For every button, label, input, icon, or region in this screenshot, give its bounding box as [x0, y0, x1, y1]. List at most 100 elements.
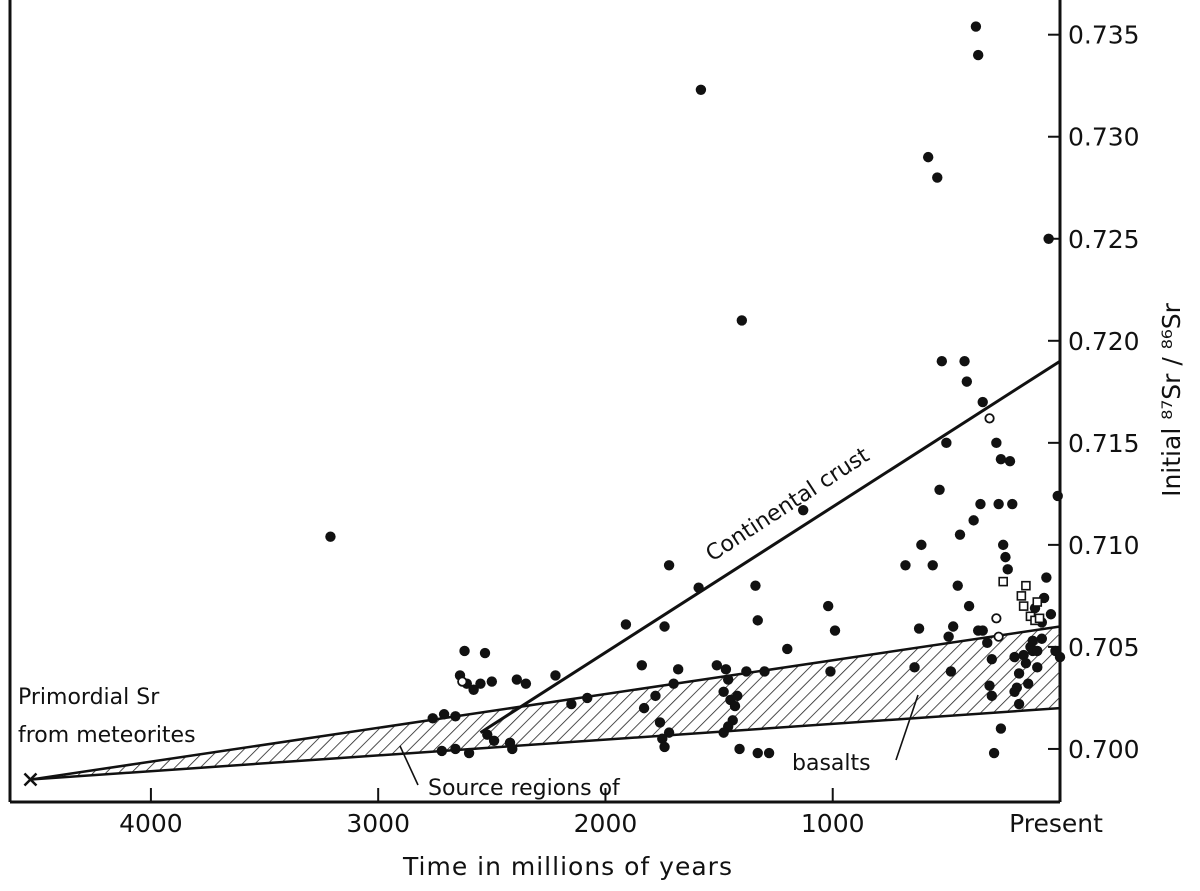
data-point-filled [436, 745, 448, 757]
annotation-basalts: basalts [792, 751, 871, 776]
data-point-filled [482, 729, 493, 740]
data-point-filled [511, 674, 523, 685]
data-point-filled [752, 747, 763, 759]
data-point-filled [1007, 498, 1018, 510]
data-point-filled [900, 560, 911, 571]
annotation-primordial-line2: from meteorites [18, 723, 196, 748]
data-point-filled [913, 623, 925, 634]
y-tick-label: 0.710 [1068, 531, 1140, 560]
data-point-filled [972, 49, 984, 61]
data-point-open-circle [993, 631, 1004, 642]
data-point-filled [750, 580, 761, 591]
continental-crust-series-line [479, 359, 1061, 734]
data-point-open-circle [984, 413, 995, 424]
data-point-filled [1032, 662, 1043, 673]
data-point-filled [488, 735, 500, 746]
data-point-filled [1002, 564, 1013, 575]
data-point-filled [1000, 551, 1011, 563]
y-tick-label: 0.700 [1068, 735, 1140, 764]
data-point-filled [507, 743, 518, 755]
data-point-filled [963, 600, 975, 612]
data-point-filled [663, 560, 675, 571]
data-point-open-square [1018, 601, 1029, 611]
data-point-open-square [998, 576, 1008, 587]
data-point-filled [977, 396, 988, 408]
x-tick-label: 2000 [574, 809, 638, 838]
data-point-filled [1009, 686, 1020, 698]
data-point-filled [763, 747, 775, 759]
data-point-filled [450, 743, 461, 755]
data-point-filled [752, 615, 763, 626]
annotation-primordial-line1: Primordial Sr [18, 685, 160, 710]
data-point-filled [970, 21, 982, 32]
basalt-source-band [30, 625, 1061, 781]
data-point-filled [657, 733, 668, 744]
data-point-filled [638, 702, 650, 714]
data-point-filled [982, 637, 993, 649]
data-point-filled [961, 376, 973, 387]
data-point-filled [734, 743, 745, 755]
data-point-filled [993, 498, 1004, 510]
data-point-filled [427, 713, 438, 724]
y-tick-label: 0.730 [1068, 123, 1140, 152]
data-point-filled [468, 684, 479, 695]
data-point-filled [722, 674, 734, 685]
y-tick-label: 0.725 [1068, 225, 1140, 254]
data-point-filled [952, 580, 963, 591]
data-point-filled [968, 515, 979, 526]
data-point-filled [988, 747, 1000, 759]
data-point-filled [654, 717, 666, 728]
data-point-filled [782, 643, 793, 655]
source-regions-leader [399, 745, 419, 786]
data-point-filled [438, 709, 450, 720]
data-point-filled [954, 529, 966, 540]
data-point-filled [995, 723, 1007, 734]
data-point-filled [636, 660, 648, 671]
basalt-band-upper-edge [30, 625, 1061, 781]
data-point-filled [550, 670, 561, 681]
data-point-filled [450, 711, 461, 722]
x-tick-label: 1000 [801, 809, 865, 838]
data-point-filled [934, 484, 945, 495]
data-point-filled [718, 727, 729, 738]
data-point-open-square [1021, 580, 1031, 591]
data-point-filled [991, 437, 1002, 449]
data-point-filled [947, 621, 959, 632]
data-point-filled [729, 700, 741, 712]
data-point-filled [1045, 609, 1057, 620]
data-point-filled [986, 690, 998, 702]
data-point-filled [822, 600, 834, 612]
data-point-filled [1013, 698, 1025, 710]
data-point-filled [829, 625, 841, 636]
y-tick-label: 0.715 [1068, 429, 1140, 458]
data-point-filled [984, 680, 995, 691]
data-point-filled [1018, 649, 1029, 661]
x-tick-label: 4000 [119, 809, 183, 838]
data-point-filled [520, 678, 532, 689]
data-point-filled [736, 315, 748, 326]
data-point-filled [1013, 668, 1025, 679]
data-points [23, 21, 1066, 787]
data-point-filled [936, 356, 948, 367]
data-point-filled [620, 619, 632, 630]
data-point-open-circle [457, 676, 468, 687]
basalt-band-lower-edge [30, 706, 1061, 781]
data-point-filled [1036, 633, 1048, 644]
data-point-filled [566, 698, 577, 710]
data-point-filled [659, 621, 670, 632]
data-point-filled [1022, 678, 1034, 689]
data-point-open-square [1034, 613, 1045, 624]
data-point-filled [986, 653, 998, 665]
data-point-filled [825, 666, 836, 677]
data-point-filled [1052, 490, 1063, 502]
data-point-filled [650, 690, 661, 702]
data-point-filled [1054, 651, 1066, 663]
data-point-filled [693, 582, 704, 593]
annotation-source-regions: Source regions of [428, 776, 621, 801]
data-point-filled [959, 356, 970, 367]
y-axis-title: Initial ⁸⁷Sr / ⁸⁶Sr [1157, 302, 1186, 497]
continental-crust-line [479, 359, 1061, 734]
data-point-filled [668, 678, 679, 689]
data-point-filled [479, 647, 491, 659]
data-point-filled [459, 645, 470, 657]
